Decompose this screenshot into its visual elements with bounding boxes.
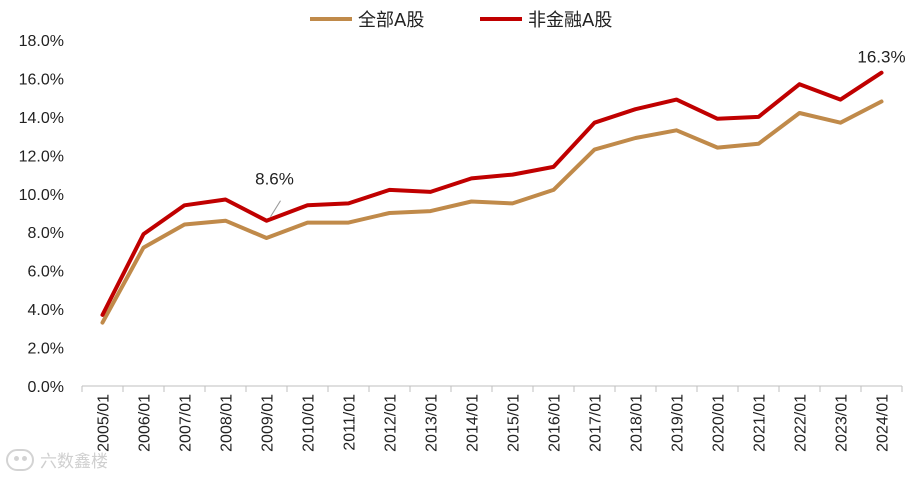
y-tick-label: 4.0% (28, 302, 64, 319)
x-tick-label: 2009/01 (260, 394, 277, 452)
x-tick-label: 2008/01 (219, 394, 236, 452)
x-tick-label: 2007/01 (178, 394, 195, 452)
x-tick-label: 2019/01 (670, 394, 687, 452)
series-line-2 (100, 70, 884, 317)
watermark-logo-icon (6, 448, 34, 471)
y-tick-label: 8.0% (28, 225, 64, 242)
y-tick-label: 18.0% (19, 33, 64, 50)
x-tick-label: 2023/01 (834, 394, 851, 452)
x-tick-label: 2018/01 (629, 394, 646, 452)
watermark-text: 六数鑫楼 (40, 452, 108, 472)
data-label: 16.3% (857, 48, 905, 67)
data-label: 8.6% (255, 170, 294, 189)
data-label-leader (270, 200, 281, 217)
x-tick-label: 2017/01 (588, 394, 605, 452)
x-tick-label: 2014/01 (465, 394, 482, 452)
x-tick-label: 2021/01 (752, 394, 769, 452)
y-tick-label: 14.0% (19, 110, 64, 127)
y-tick-label: 16.0% (19, 71, 64, 88)
y-tick-label: 10.0% (19, 187, 64, 204)
x-tick-label: 2020/01 (711, 394, 728, 452)
y-axis: 0.0% 2.0% 4.0% 6.0% 8.0% 10.0% 12.0% 14.0% 16.0%… (19, 33, 64, 396)
legend-label-2: 非金融A股 (528, 10, 612, 31)
y-tick-label: 2.0% (28, 341, 64, 358)
x-tick-label: 2010/01 (301, 394, 318, 452)
series-lines (100, 70, 884, 325)
x-tick-label: 2012/01 (383, 394, 400, 452)
x-tick-label: 2024/01 (875, 394, 892, 452)
series-line-1 (100, 99, 884, 325)
y-tick-label: 6.0% (28, 264, 64, 281)
annotations: 8.6% 16.3% (255, 48, 906, 217)
x-axis: 2005/01 2006/01 2007/01 2008/01 2009/01 2010/… (81, 385, 903, 452)
x-tick-label: 2011/01 (342, 394, 359, 451)
y-tick-label: 0.0% (28, 379, 64, 396)
x-tick-label: 2006/01 (137, 394, 154, 452)
x-tick-label: 2013/01 (424, 394, 441, 452)
watermark: 六数鑫楼 (6, 447, 108, 472)
legend-label-1: 全部A股 (358, 10, 424, 31)
x-tick-label: 2022/01 (793, 394, 810, 452)
legend: 全部A股 非金融A股 (310, 10, 612, 31)
x-tick-label: 2015/01 (506, 394, 523, 452)
x-tick-label: 2005/01 (96, 394, 113, 452)
y-tick-label: 12.0% (19, 148, 64, 165)
x-tick-label: 2016/01 (547, 394, 564, 452)
